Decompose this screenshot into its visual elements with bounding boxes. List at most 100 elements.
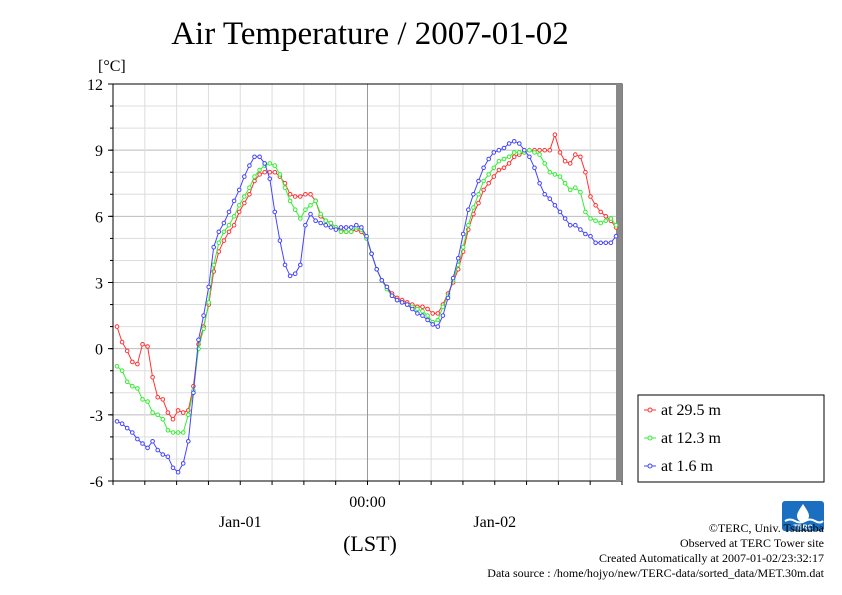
data-point (165, 454, 171, 460)
data-point (511, 150, 517, 155)
data-point (603, 240, 609, 246)
data-point (389, 293, 395, 299)
data-point (196, 337, 201, 343)
data-point (476, 200, 481, 206)
data-point (262, 169, 268, 175)
data-point (221, 220, 227, 226)
data-point (598, 209, 604, 215)
data-point (201, 313, 206, 318)
data-point (145, 344, 150, 349)
data-point (338, 229, 344, 235)
data-point (506, 154, 512, 160)
data-point (603, 214, 609, 219)
data-point (140, 342, 145, 347)
series-1 (114, 132, 619, 422)
data-point (425, 317, 430, 323)
data-point (583, 231, 588, 237)
y-axis: 12 9 6 3 0 -3 -6 (87, 77, 113, 491)
data-point (567, 187, 573, 193)
data-point (180, 461, 186, 466)
data-point (236, 203, 242, 208)
y-tick-label: 0 (95, 342, 103, 359)
data-point (562, 216, 568, 221)
y-axis-label: [°C] (98, 58, 126, 75)
data-point (226, 229, 232, 235)
data-point (588, 233, 593, 239)
data-point (348, 225, 354, 230)
data-point (201, 326, 206, 332)
data-point (481, 187, 486, 193)
data-point (547, 196, 553, 201)
data-point (379, 278, 385, 283)
data-point (165, 428, 171, 433)
data-point (532, 150, 537, 155)
data-point (313, 218, 318, 223)
data-point (435, 311, 441, 316)
data-point (130, 430, 135, 435)
data-point (593, 218, 598, 223)
data-point (537, 181, 542, 186)
data-point (603, 218, 609, 223)
data-point (343, 229, 349, 235)
data-point (175, 469, 181, 475)
data-point (160, 397, 166, 402)
data-point (542, 161, 548, 166)
data-point (496, 147, 502, 153)
data-point (557, 150, 563, 155)
data-point (547, 147, 553, 153)
data-point (415, 311, 420, 316)
data-point (247, 185, 252, 190)
legend-label: at 1.6 m (661, 458, 714, 475)
y-tick-label: 12 (87, 77, 103, 94)
data-point (114, 419, 120, 424)
data-point (501, 145, 507, 151)
data-point (404, 302, 410, 307)
data-point (272, 209, 278, 215)
data-point (119, 421, 125, 427)
data-point (369, 251, 374, 257)
data-point (236, 187, 242, 193)
data-point (527, 147, 532, 153)
data-point (323, 222, 329, 228)
data-point (308, 192, 313, 197)
data-point (491, 174, 497, 179)
data-point (542, 147, 548, 153)
data-point (257, 167, 262, 173)
data-point (496, 167, 502, 173)
data-point (150, 439, 155, 444)
data-point (481, 178, 486, 184)
data-point (267, 161, 273, 166)
data-point (308, 203, 313, 208)
data-point (287, 192, 293, 197)
data-point (328, 220, 334, 226)
data-point (313, 198, 318, 204)
data-point (150, 410, 155, 415)
data-point (292, 194, 298, 199)
data-point (440, 304, 446, 310)
source-text: Data source : /home/hojyo/new/TERC-data/… (487, 566, 824, 580)
copyright-text: ©TERC, Univ. Tsukuba (708, 521, 824, 535)
data-point (374, 267, 380, 272)
data-point (231, 222, 237, 228)
data-point (573, 152, 578, 157)
data-point (343, 225, 349, 230)
data-point (420, 304, 425, 310)
plot-right-bar (616, 84, 622, 481)
data-point (430, 311, 436, 316)
data-point (150, 375, 155, 380)
data-point (435, 317, 441, 323)
data-point (267, 176, 273, 182)
y-tick-label: 6 (95, 209, 103, 226)
data-point (506, 141, 512, 146)
data-point (506, 161, 512, 166)
data-point (170, 430, 176, 435)
legend-label: at 29.5 m (661, 402, 722, 419)
data-point (578, 154, 583, 160)
data-point (170, 416, 176, 422)
terc-logo-icon: TERC (782, 501, 824, 531)
data-point (359, 225, 364, 230)
x-tick-label: Jan-01 (219, 514, 262, 531)
data-point (537, 147, 542, 153)
data-point (425, 306, 430, 312)
data-point (236, 209, 242, 215)
